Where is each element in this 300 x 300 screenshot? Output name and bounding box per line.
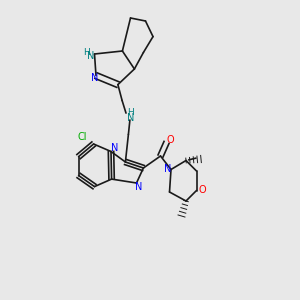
Text: N: N (135, 182, 142, 192)
Text: Cl: Cl (77, 132, 87, 142)
Text: N: N (127, 112, 134, 123)
Text: N: N (91, 73, 98, 83)
Text: N: N (111, 143, 118, 153)
Text: O: O (198, 185, 206, 195)
Text: H: H (83, 48, 89, 57)
Text: N: N (164, 164, 172, 174)
Text: H: H (127, 108, 134, 117)
Text: O: O (166, 135, 174, 145)
Text: N: N (87, 51, 94, 62)
